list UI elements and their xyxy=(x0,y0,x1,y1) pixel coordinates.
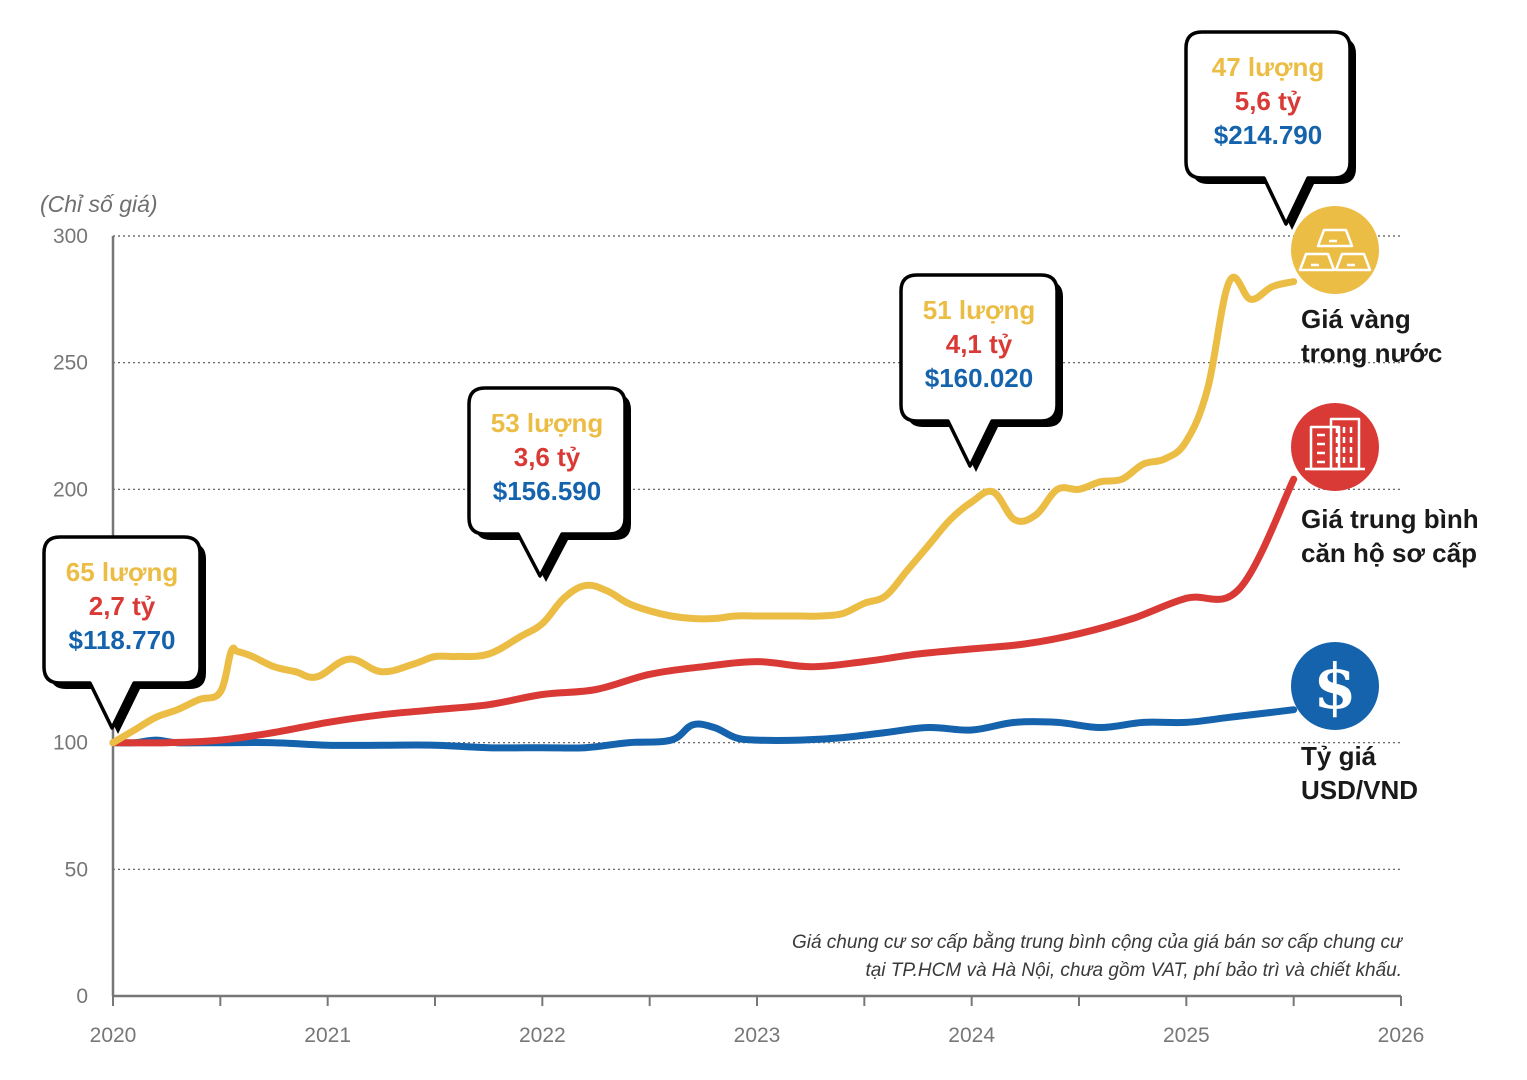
callout-bubble: 53 lượng 3,6 tỷ $156.590 xyxy=(467,386,631,582)
legend-item: Giá trung bình căn hộ sơ cấp xyxy=(1291,403,1479,568)
x-tick-label: 2025 xyxy=(1163,1024,1210,1047)
dollar-glyph: $ xyxy=(1313,650,1356,723)
y-tick-label: 0 xyxy=(76,985,88,1008)
x-tick-label: 2020 xyxy=(90,1024,137,1047)
callout-box xyxy=(1184,30,1352,226)
callout-apartment-value: 2,7 tỷ xyxy=(89,591,156,621)
gold-price-line xyxy=(109,273,1298,747)
usd-vnd-line xyxy=(109,706,1298,752)
gold-bar xyxy=(1316,228,1354,248)
gold-bars-icon-glyph xyxy=(1298,228,1372,272)
callout-gold-value: 51 lượng xyxy=(923,295,1035,325)
y-tick-label: 50 xyxy=(65,858,88,881)
apartment-price-line xyxy=(109,475,1298,747)
legend: Giá vàng trong nước Giá trung bình căn hộ s… xyxy=(1291,206,1479,805)
legend-label-line-2: USD/VND xyxy=(1301,775,1418,805)
y-tick-label: 100 xyxy=(53,732,88,755)
footnote-line-1: Giá chung cư sơ cấp bằng trung bình cộng… xyxy=(792,932,1404,953)
legend-item: $ Tỷ giá USD/VND xyxy=(1291,642,1418,805)
callout-bubble: 51 lượng 4,1 tỷ $160.020 xyxy=(899,273,1063,472)
legend-label-line-1: Giá trung bình xyxy=(1301,504,1479,534)
gold-bars-icon xyxy=(1291,206,1379,294)
callout-apartment-value: 3,6 tỷ xyxy=(514,442,581,472)
callout-bubble: 47 lượng 5,6 tỷ $214.790 xyxy=(1184,30,1356,230)
axes: 2020 2021 2022 2023 2024 2025 2026 xyxy=(90,236,1425,1047)
gold-bar xyxy=(1334,252,1372,272)
footnote-line-2: tại TP.HCM và Hà Nội, chưa gồm VAT, phí … xyxy=(865,960,1402,981)
callout-gold-value: 53 lượng xyxy=(491,408,603,438)
dollar-icon-glyph: $ xyxy=(1313,650,1356,723)
dollar-icon xyxy=(1291,642,1379,730)
callout-usd-value: $156.590 xyxy=(493,476,601,506)
callout-box xyxy=(899,273,1059,468)
x-tick-label: 2024 xyxy=(948,1024,995,1047)
callout-box xyxy=(42,535,202,730)
callout-gold-value: 65 lượng xyxy=(66,557,178,587)
gold-bar xyxy=(1298,252,1336,272)
callout-bubble: 65 lượng 2,7 tỷ $118.770 xyxy=(42,535,206,734)
series-lines xyxy=(109,273,1298,752)
y-tick-label: 250 xyxy=(53,352,88,375)
x-tick-label: 2023 xyxy=(734,1024,781,1047)
legend-label-line-2: căn hộ sơ cấp xyxy=(1301,538,1477,568)
callout-gold-value: 47 lượng xyxy=(1212,52,1324,82)
callout-box xyxy=(467,386,627,578)
legend-label-line-1: Tỷ giá xyxy=(1301,741,1377,771)
callout-apartment-value: 4,1 tỷ xyxy=(946,329,1013,359)
callouts: 65 lượng 2,7 tỷ $118.770 53 lượng 3,6 tỷ $156… xyxy=(42,30,1356,734)
callout-usd-value: $160.020 xyxy=(925,363,1033,393)
x-tick-label: 2026 xyxy=(1378,1024,1425,1047)
grid: 0 50 100 200 250 300 xyxy=(53,225,1401,1008)
y-axis-label: (Chỉ số giá) xyxy=(40,191,158,217)
x-tick-label: 2021 xyxy=(304,1024,351,1047)
y-tick-label: 300 xyxy=(53,225,88,248)
building-icon xyxy=(1291,403,1379,491)
footnote: Giá chung cư sơ cấp bằng trung bình cộng… xyxy=(792,932,1404,981)
legend-label-line-2: trong nước xyxy=(1301,338,1442,368)
legend-label-line-1: Giá vàng xyxy=(1301,304,1411,334)
legend-item: Giá vàng trong nước xyxy=(1291,206,1442,368)
callout-usd-value: $118.770 xyxy=(68,625,175,655)
callout-usd-value: $214.790 xyxy=(1214,120,1322,150)
building-icon-glyph xyxy=(1305,417,1365,471)
callout-apartment-value: 5,6 tỷ xyxy=(1235,86,1302,116)
y-tick-label: 200 xyxy=(53,478,88,501)
x-tick-label: 2022 xyxy=(519,1024,566,1047)
